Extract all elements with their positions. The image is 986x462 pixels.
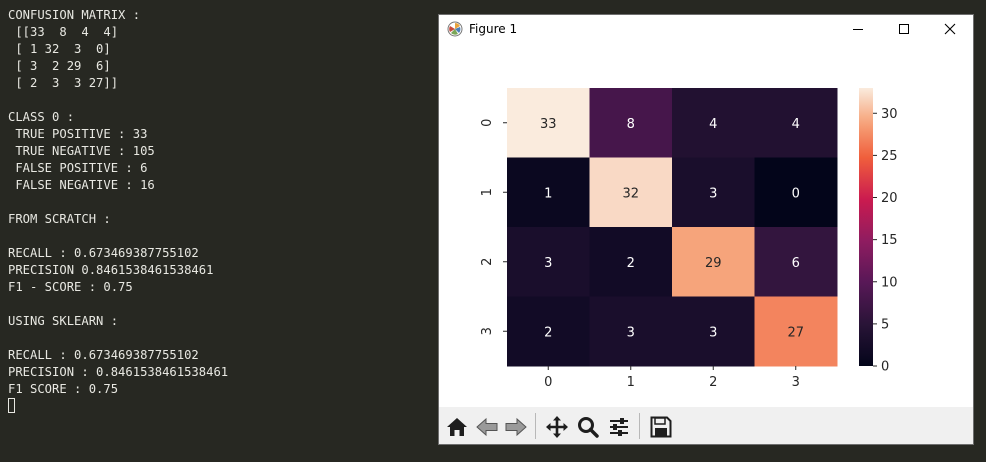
y-tick-label: 0 bbox=[480, 119, 495, 127]
terminal-line: TRUE POSITIVE : 33 bbox=[8, 127, 148, 141]
colorbar-tick-label: 20 bbox=[881, 191, 898, 206]
forward-button[interactable] bbox=[501, 412, 531, 442]
terminal-line: FALSE POSITIVE : 6 bbox=[8, 161, 148, 175]
x-tick-label: 0 bbox=[544, 375, 552, 390]
cell-value-label: 32 bbox=[622, 186, 639, 201]
configure-subplots-icon bbox=[610, 418, 628, 436]
configure-subplots-button[interactable] bbox=[604, 412, 634, 442]
home-icon bbox=[447, 418, 467, 436]
terminal-line: [ 3 2 29 6] bbox=[8, 59, 111, 73]
heatmap-cell bbox=[672, 88, 755, 158]
back-button[interactable] bbox=[472, 412, 502, 442]
cell-value-label: 8 bbox=[627, 117, 635, 132]
cell-value-label: 3 bbox=[544, 256, 552, 271]
heatmap-cell bbox=[589, 296, 673, 367]
terminal-line: PRECISION : 0.8461538461538461 bbox=[8, 365, 229, 379]
colorbar-tick-label: 15 bbox=[881, 233, 898, 248]
colorbar-tick-label: 10 bbox=[881, 275, 898, 290]
cell-value-label: 6 bbox=[792, 256, 800, 271]
zoom-button[interactable] bbox=[573, 412, 603, 442]
terminal-line: FROM SCRATCH : bbox=[8, 212, 111, 226]
terminal-window[interactable]: CONFUSION MATRIX : [[33 8 4 4] [ 1 32 3 … bbox=[0, 0, 440, 462]
heatmap-cell bbox=[589, 157, 673, 228]
colorbar bbox=[859, 88, 873, 366]
terminal-line: FALSE NEGATIVE : 16 bbox=[8, 178, 155, 192]
save-button[interactable] bbox=[646, 412, 676, 442]
terminal-line: CLASS 0 : bbox=[8, 110, 75, 124]
heatmap-cell bbox=[754, 227, 838, 297]
cell-value-label: 4 bbox=[792, 117, 800, 132]
cell-value-label: 3 bbox=[709, 325, 717, 340]
heatmap-cell bbox=[507, 157, 590, 228]
figure-window: Figure 1 33 8 4 4 1 32 3 0 3 2 29 6 2 3 3 27 0 1 2 3 0 1 2 3 0 5 1… bbox=[438, 14, 974, 445]
pan-move-icon bbox=[546, 416, 568, 438]
heatmap-cell bbox=[589, 88, 673, 158]
terminal-line: [ 2 3 3 27]] bbox=[8, 76, 119, 90]
terminal-line: F1 SCORE : 0.75 bbox=[8, 382, 119, 396]
colorbar-tick-label: 0 bbox=[881, 360, 889, 375]
save-floppy-icon bbox=[650, 416, 672, 438]
colorbar-tick-label: 5 bbox=[881, 317, 889, 332]
close-icon bbox=[944, 23, 956, 35]
toolbar-separator bbox=[639, 413, 640, 439]
x-tick-label: 1 bbox=[627, 375, 635, 390]
terminal-line: TRUE NEGATIVE : 105 bbox=[8, 144, 155, 158]
cell-value-label: 2 bbox=[544, 325, 552, 340]
cell-value-label: 29 bbox=[705, 256, 722, 271]
cell-value-label: 4 bbox=[709, 117, 717, 132]
minimize-button[interactable] bbox=[835, 15, 881, 43]
terminal-cursor bbox=[8, 398, 15, 413]
heatmap-cell bbox=[754, 296, 838, 367]
y-tick-label: 2 bbox=[480, 258, 495, 266]
cell-value-label: 27 bbox=[787, 325, 804, 340]
figure-canvas[interactable]: 33 8 4 4 1 32 3 0 3 2 29 6 2 3 3 27 0 1 2 3 0 1 2 3 0 5 10 15 20 25 30 bbox=[439, 43, 973, 407]
heatmap-cell bbox=[672, 227, 755, 297]
terminal-line: PRECISION 0.8461538461538461 bbox=[8, 263, 214, 277]
minimize-icon bbox=[853, 29, 863, 30]
terminal-line: USING SKLEARN : bbox=[8, 314, 119, 328]
close-button[interactable] bbox=[927, 15, 973, 43]
cell-value-label: 0 bbox=[792, 186, 800, 201]
terminal-line: RECALL : 0.673469387755102 bbox=[8, 348, 199, 362]
navigation-toolbar bbox=[439, 407, 973, 444]
heatmap-cell bbox=[507, 88, 590, 158]
title-bar[interactable]: Figure 1 bbox=[439, 15, 973, 43]
terminal-line: F1 - SCORE : 0.75 bbox=[8, 280, 133, 294]
heatmap-cell bbox=[672, 157, 755, 228]
x-tick-label: 3 bbox=[792, 375, 800, 390]
pan-button[interactable] bbox=[542, 412, 572, 442]
heatmap-cell bbox=[589, 227, 673, 297]
y-tick-label: 3 bbox=[480, 327, 495, 335]
cell-value-label: 33 bbox=[540, 117, 557, 132]
toolbar-separator bbox=[535, 413, 536, 439]
terminal-line: RECALL : 0.673469387755102 bbox=[8, 246, 199, 260]
forward-arrow-icon bbox=[505, 417, 527, 437]
heatmap-cell bbox=[672, 296, 755, 367]
matplotlib-logo-icon bbox=[447, 21, 463, 37]
maximize-button[interactable] bbox=[881, 15, 927, 43]
y-tick-label: 1 bbox=[480, 188, 495, 196]
heatmap-cell bbox=[507, 227, 590, 297]
home-button[interactable] bbox=[442, 412, 472, 442]
heatmap-cell bbox=[507, 296, 590, 367]
heatmap-cell bbox=[754, 88, 838, 158]
colorbar-tick-label: 30 bbox=[881, 107, 898, 122]
maximize-icon bbox=[899, 24, 909, 34]
cell-value-label: 1 bbox=[544, 186, 552, 201]
terminal-line: CONFUSION MATRIX : bbox=[8, 8, 141, 22]
colorbar-tick-label: 25 bbox=[881, 149, 898, 164]
window-title: Figure 1 bbox=[469, 22, 518, 36]
cell-value-label: 2 bbox=[627, 256, 635, 271]
terminal-line: [[33 8 4 4] bbox=[8, 25, 119, 39]
cell-value-label: 3 bbox=[627, 325, 635, 340]
cell-value-label: 3 bbox=[709, 186, 717, 201]
x-tick-label: 2 bbox=[709, 375, 717, 390]
zoom-magnifier-icon bbox=[578, 417, 599, 438]
heatmap-cell bbox=[754, 157, 838, 228]
terminal-line: [ 1 32 3 0] bbox=[8, 42, 111, 56]
back-arrow-icon bbox=[476, 417, 498, 437]
